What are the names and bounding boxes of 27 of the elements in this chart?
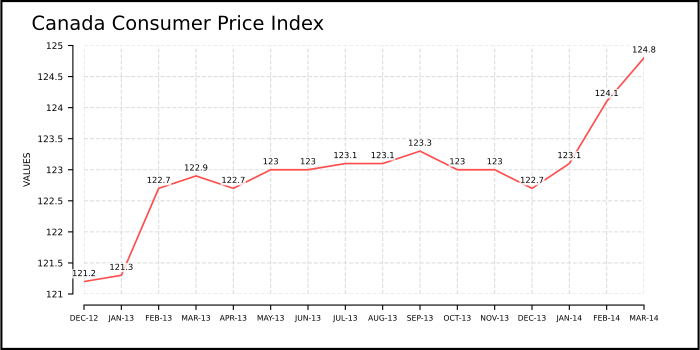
y-tick-label: 122 bbox=[46, 228, 62, 236]
data-label: 123.1 bbox=[558, 152, 580, 158]
y-tick-label: 122.5 bbox=[38, 198, 62, 204]
y-tick-label: 121 bbox=[46, 290, 62, 298]
data-label: 123.1 bbox=[372, 152, 394, 158]
data-label: 124.8 bbox=[632, 46, 656, 53]
data-label: 123 bbox=[264, 158, 278, 164]
chart-title: Canada Consumer Price Index bbox=[32, 15, 324, 30]
y-tick-label: 124 bbox=[46, 104, 63, 112]
y-tick-label: 121.5 bbox=[38, 260, 62, 266]
data-label: 124.1 bbox=[596, 90, 618, 96]
data-label: 122.9 bbox=[184, 164, 208, 171]
data-label: 123.1 bbox=[334, 152, 356, 158]
data-label: 122.7 bbox=[520, 176, 544, 183]
y-tick-label: 123 bbox=[46, 166, 62, 174]
data-label: 123 bbox=[300, 158, 316, 164]
y-tick-label: 123.5 bbox=[38, 135, 62, 142]
y-axis-title: VALUES bbox=[23, 153, 30, 187]
data-label: 123 bbox=[450, 158, 465, 164]
y-tick-label: 124.5 bbox=[38, 73, 62, 80]
data-label: 122.7 bbox=[148, 176, 170, 183]
data-label: 123.3 bbox=[408, 139, 432, 146]
data-label: 122.7 bbox=[222, 176, 245, 183]
data-label: 121.2 bbox=[72, 270, 96, 276]
data-label: 121.3 bbox=[110, 264, 133, 270]
y-tick-label: 125 bbox=[46, 42, 62, 50]
data-label: 123 bbox=[488, 158, 502, 164]
